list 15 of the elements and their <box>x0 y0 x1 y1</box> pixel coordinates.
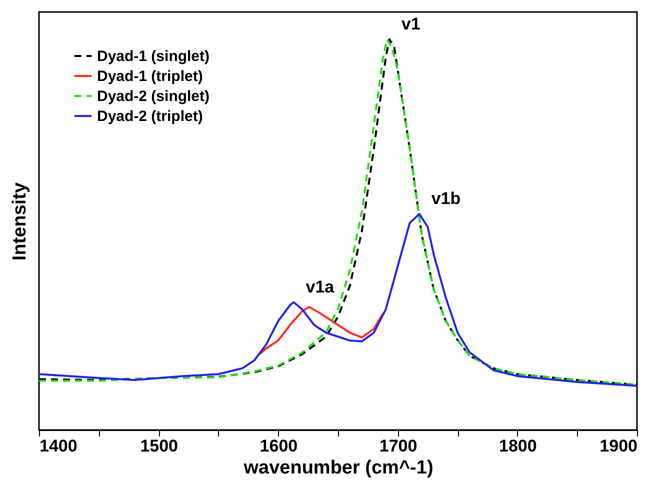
legend-label: Dyad-1 (singlet) <box>97 48 210 65</box>
legend-label: Dyad-2 (triplet) <box>97 108 203 125</box>
legend-label: Dyad-1 (triplet) <box>97 68 203 85</box>
x-tick-label: 1500 <box>140 436 178 456</box>
x-tick-label: 1400 <box>40 436 78 456</box>
x-tick-label: 1900 <box>600 436 638 456</box>
annotation: v1a <box>306 277 335 296</box>
y-axis-title: Intensity <box>10 182 30 261</box>
legend-label: Dyad-2 (singlet) <box>97 88 210 105</box>
x-tick-label: 1600 <box>260 436 298 456</box>
x-tick-label: 1700 <box>379 436 418 456</box>
x-axis-title: wavenumber (cm^-1) <box>242 458 434 478</box>
annotation: v1 <box>401 14 420 34</box>
annotation: v1b <box>431 188 461 208</box>
x-tick-label: 1800 <box>498 436 537 456</box>
